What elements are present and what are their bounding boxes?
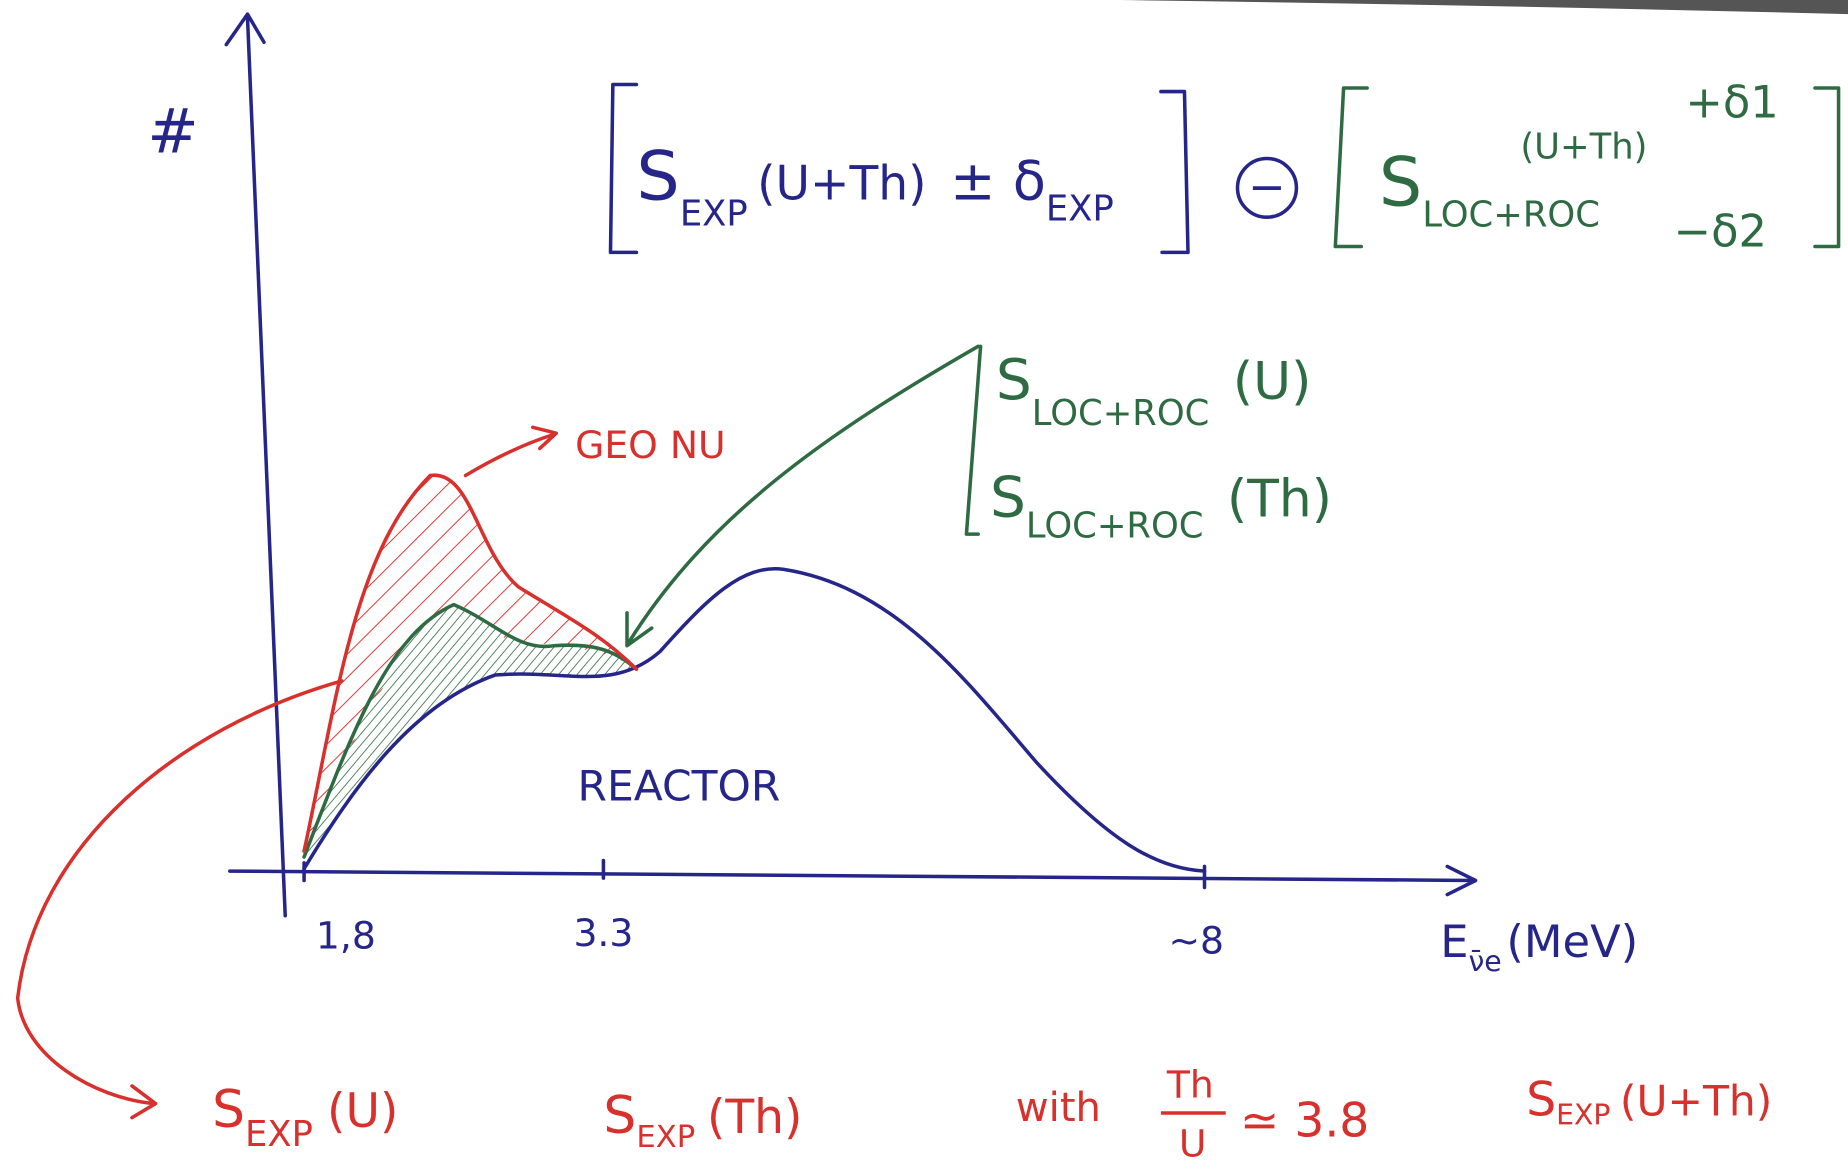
argument: (U+Th) — [757, 157, 926, 212]
argument: (Th) — [707, 1090, 802, 1145]
symbol: S — [636, 138, 679, 217]
symbol: S — [1379, 144, 1422, 223]
formula-upper: +δ1 — [1685, 76, 1778, 128]
subscript: EXP — [1556, 1099, 1610, 1132]
reactor-label: REACTOR — [578, 762, 781, 811]
subscript: LOC+ROC — [1422, 195, 1600, 236]
x-tick-label: 3.3 — [573, 911, 633, 955]
ratio-relation: ≃ 3.8 — [1240, 1094, 1369, 1149]
formula-superscript: (U+Th) — [1520, 127, 1647, 168]
x-axis — [230, 866, 1476, 894]
unit: (MeV) — [1506, 916, 1638, 968]
y-axis-label: # — [147, 97, 198, 168]
corner-band — [1120, 0, 1848, 14]
bottom-label: SEXP (Th) — [603, 1086, 802, 1155]
local-label: SLOC+ROC (Th) — [990, 466, 1332, 547]
x-tick-label: ~8 — [1168, 918, 1224, 962]
x-tick-label: 1,8 — [316, 914, 376, 958]
formula-left: SEXP(U+Th)± δEXP — [636, 138, 1113, 235]
uncertainty: ± δ — [950, 150, 1046, 213]
x-axis-label: Eν̄e(MeV) — [1440, 916, 1638, 978]
subscript: EXP — [1046, 189, 1114, 230]
symbol: S — [212, 1080, 245, 1140]
symbol: S — [603, 1086, 636, 1146]
formula-operator: − — [1248, 161, 1286, 213]
symbol: S — [990, 466, 1026, 531]
symbol: S — [1526, 1072, 1556, 1127]
ratio-denominator: U — [1179, 1121, 1207, 1165]
subscript: ν̄e — [1469, 945, 1502, 978]
argument: (Th) — [1227, 470, 1332, 530]
geonu-label: GEO NU — [575, 423, 725, 467]
argument: (U) — [1233, 352, 1311, 412]
ratio-prefix: with — [1016, 1085, 1101, 1131]
symbol: S — [996, 348, 1032, 413]
spectrum-arrow — [18, 681, 342, 1118]
subscript: EXP — [680, 193, 748, 234]
subscript: EXP — [245, 1114, 313, 1155]
page: {"y_axis_label": "#", "formula": {"left"… — [0, 0, 1848, 1174]
bottom-label: SEXP (U+Th) — [1526, 1072, 1772, 1131]
geonu-arrow — [466, 427, 557, 475]
subscript: LOC+ROC — [1026, 506, 1204, 547]
formula-lower: −δ2 — [1674, 206, 1767, 258]
local-arrow — [627, 346, 978, 645]
ratio-numerator: Th — [1166, 1063, 1214, 1107]
bottom-label: SEXP (U) — [212, 1080, 398, 1155]
symbol: E — [1440, 916, 1468, 968]
sketch: # SEXP(U+Th)± δEXP − SLOC+ROC (U+Th) +δ1… — [0, 0, 1848, 1174]
local-label: SLOC+ROC (U) — [996, 348, 1311, 434]
subscript: EXP — [636, 1120, 695, 1155]
local-bracket — [966, 346, 980, 534]
argument: (U+Th) — [1620, 1076, 1772, 1125]
subscript: LOC+ROC — [1032, 393, 1210, 434]
argument: (U) — [327, 1084, 398, 1139]
y-axis — [226, 14, 285, 916]
